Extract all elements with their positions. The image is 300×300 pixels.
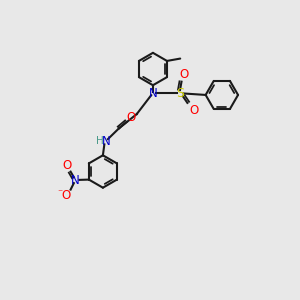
Text: O: O bbox=[61, 189, 71, 202]
Text: ⁻: ⁻ bbox=[57, 189, 62, 199]
Text: O: O bbox=[62, 159, 71, 172]
Text: O: O bbox=[180, 68, 189, 81]
Text: N: N bbox=[102, 135, 111, 148]
Text: O: O bbox=[189, 104, 199, 117]
Text: O: O bbox=[126, 110, 136, 124]
Text: H: H bbox=[96, 136, 104, 146]
Text: N: N bbox=[71, 174, 80, 187]
Text: N: N bbox=[148, 87, 157, 100]
Text: S: S bbox=[176, 87, 184, 100]
